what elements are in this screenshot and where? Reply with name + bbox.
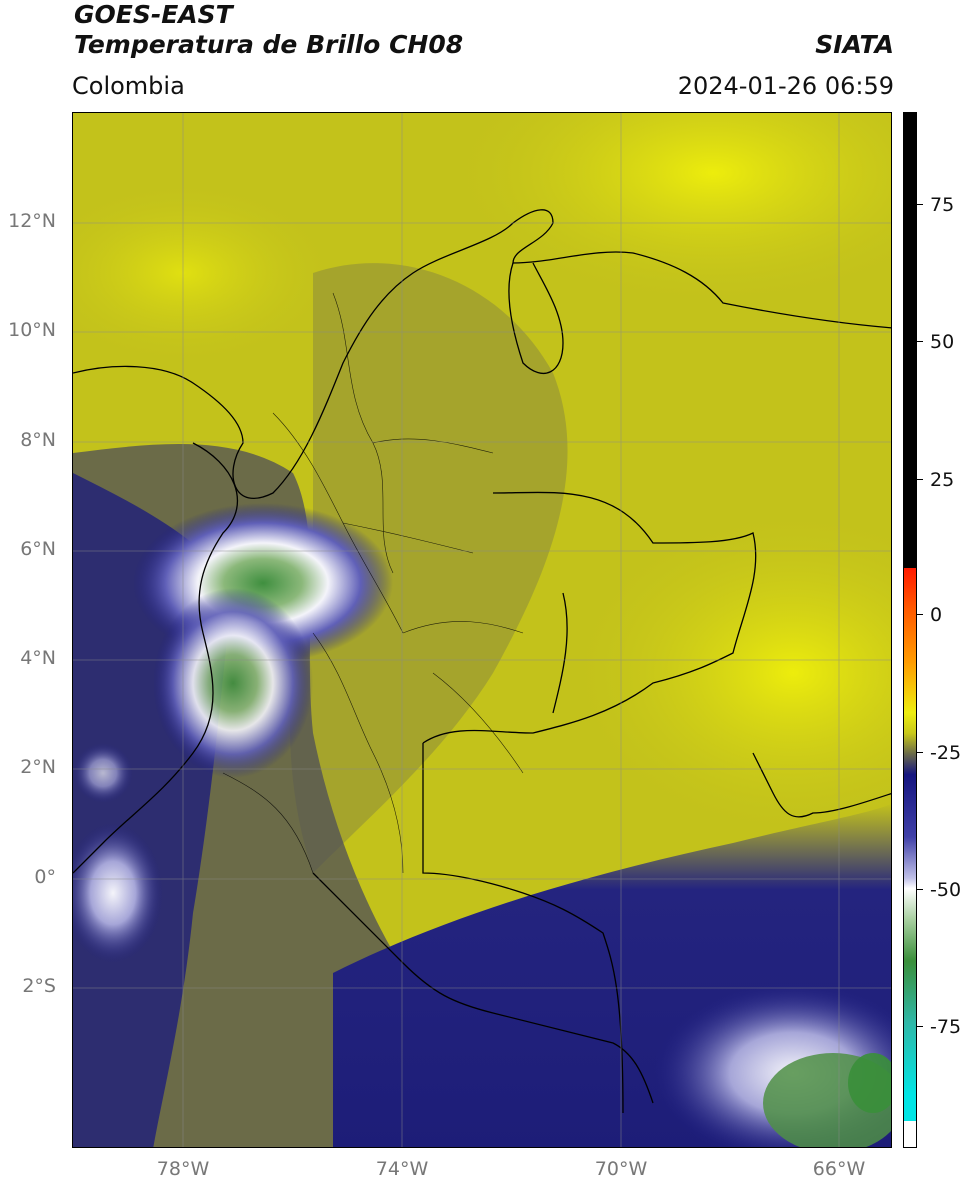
temperature-colorbar: [903, 112, 917, 1148]
region-label: Colombia: [72, 72, 185, 100]
colorbar-tick: [917, 341, 923, 342]
warm-area-east: [573, 513, 891, 833]
colorbar-label: -25: [930, 742, 962, 764]
colorbar-label: -50: [930, 879, 962, 901]
department-boundaries: [222, 292, 524, 874]
brightness-temperature-map: [72, 112, 892, 1148]
colorbar-tick: [917, 752, 923, 753]
lon-tick-label: 78°W: [156, 1158, 210, 1180]
satellite-title: GOES-EAST: [74, 0, 233, 29]
brand-label: SIATA: [815, 30, 894, 59]
colorbar-label: -75: [930, 1016, 962, 1038]
colorbar-tick: [917, 479, 923, 480]
lon-tick-label: 66°W: [812, 1158, 866, 1180]
graticule: [73, 113, 891, 1147]
lat-tick-label: 10°N: [8, 319, 56, 341]
lat-tick-label: 12°N: [8, 210, 56, 232]
coastline-and-borders: [73, 209, 891, 1114]
lat-tick-label: 2°S: [22, 975, 56, 997]
colorbar-label: 0: [930, 604, 943, 626]
lat-tick-label: 4°N: [20, 647, 56, 669]
lon-tick-label: 74°W: [375, 1158, 429, 1180]
colorbar-label: 25: [930, 469, 955, 491]
lat-tick-label: 8°N: [20, 429, 56, 451]
cloud-pacific: [73, 823, 163, 963]
colorbar-label: 50: [930, 331, 955, 353]
lon-tick-label: 70°W: [594, 1158, 648, 1180]
lat-tick-label: 2°N: [20, 756, 56, 778]
map-canvas: [73, 113, 891, 1147]
lat-tick-label: 0°: [34, 866, 56, 888]
product-title: Temperatura de Brillo CH08: [74, 30, 464, 59]
colorbar-tick: [917, 889, 923, 890]
olive-interior: [289, 263, 568, 873]
convective-cell-choco: [153, 588, 313, 778]
colorbar-tick: [917, 1026, 923, 1027]
lat-tick-label: 6°N: [20, 538, 56, 560]
colorbar-tick: [917, 204, 923, 205]
warm-area-north: [453, 113, 891, 303]
colorbar-label: 75: [930, 194, 955, 216]
colorbar-tick: [917, 614, 923, 615]
datetime-label: 2024-01-26 06:59: [677, 72, 894, 100]
